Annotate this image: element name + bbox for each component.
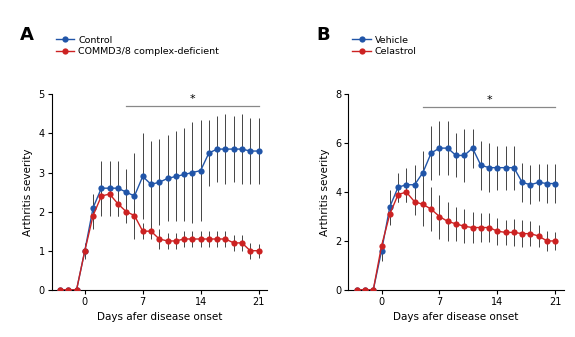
- Text: A: A: [20, 26, 33, 44]
- X-axis label: Days afer disease onset: Days afer disease onset: [393, 312, 519, 322]
- Text: *: *: [486, 95, 492, 104]
- Text: *: *: [190, 94, 195, 104]
- Y-axis label: Arthritis severity: Arthritis severity: [320, 148, 329, 236]
- X-axis label: Days afer disease onset: Days afer disease onset: [97, 312, 222, 322]
- Legend: Vehicle, Celastrol: Vehicle, Celastrol: [348, 32, 420, 60]
- Text: B: B: [316, 26, 330, 44]
- Y-axis label: Arthritis severity: Arthritis severity: [23, 148, 33, 236]
- Legend: Control, COMMD3/8 complex-deficient: Control, COMMD3/8 complex-deficient: [52, 32, 223, 60]
